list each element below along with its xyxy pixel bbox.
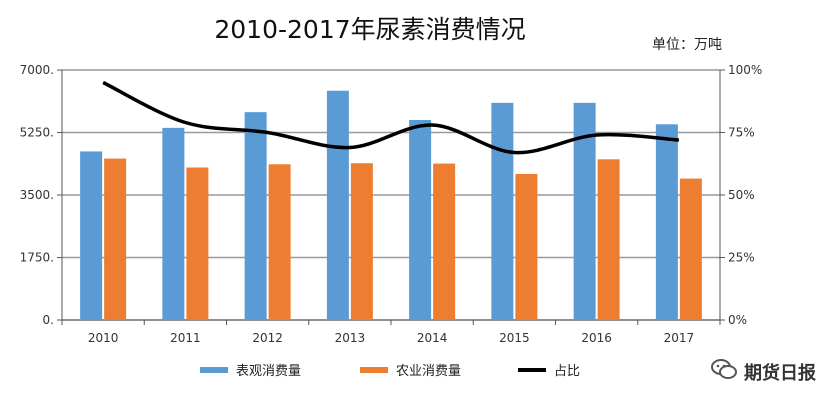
bar-agri — [268, 164, 291, 320]
bar-apparent — [326, 90, 349, 320]
bar-agri — [104, 158, 127, 320]
bar-apparent — [80, 151, 103, 320]
bar-agri — [186, 167, 209, 320]
bar-apparent — [244, 112, 267, 321]
right-tick-label: 25% — [728, 251, 755, 265]
watermark: 期货日报 — [710, 358, 816, 385]
bar-agri — [433, 163, 456, 320]
left-tick-label: 3500. — [20, 188, 54, 202]
right-tick-label: 0% — [728, 313, 747, 327]
legend-item-agri: 农业消费量 — [360, 360, 461, 379]
left-tick-label: 1750. — [20, 251, 54, 265]
left-tick-label: 5250. — [20, 126, 54, 140]
x-tick-label: 2014 — [417, 331, 448, 345]
bar-apparent — [162, 127, 185, 320]
right-tick-label: 75% — [728, 126, 755, 140]
left-tick-label: 7000. — [20, 63, 54, 77]
bar-apparent — [409, 120, 432, 320]
x-tick-label: 2016 — [581, 331, 612, 345]
bar-apparent — [655, 124, 678, 321]
left-tick-label: 0. — [43, 313, 54, 327]
legend-label-apparent: 表观消费量 — [236, 364, 302, 379]
legend-label-ratio: 占比 — [554, 364, 581, 379]
bar-agri — [515, 173, 538, 320]
x-tick-label: 2011 — [170, 331, 201, 345]
x-tick-label: 2010 — [88, 331, 119, 345]
watermark-text: 期货日报 — [744, 362, 816, 384]
legend-swatch-blue — [200, 366, 228, 373]
x-tick-label: 2013 — [335, 331, 366, 345]
legend-swatch-orange — [360, 366, 388, 373]
bar-apparent — [573, 102, 596, 320]
legend-label-agri: 农业消费量 — [396, 364, 462, 379]
chart-title: 2010-2017年尿素消费情况 — [214, 15, 526, 44]
wechat-icon — [710, 358, 738, 385]
x-tick-label: 2012 — [252, 331, 283, 345]
legend-item-ratio: 占比 — [518, 360, 580, 379]
x-tick-label: 2017 — [664, 331, 695, 345]
right-tick-label: 50% — [728, 188, 755, 202]
bar-agri — [679, 178, 702, 320]
x-tick-label: 2015 — [499, 331, 530, 345]
bar-apparent — [491, 102, 514, 320]
legend-item-apparent: 表观消费量 — [200, 360, 301, 379]
legend-swatch-line — [518, 367, 546, 372]
unit-label: 单位：万吨 — [652, 37, 722, 53]
bar-agri — [597, 159, 620, 320]
bar-agri — [350, 163, 373, 320]
legend: 表观消费量 农业消费量 占比 — [0, 360, 830, 380]
right-tick-label: 100% — [728, 63, 762, 77]
ratio-line — [102, 80, 679, 155]
